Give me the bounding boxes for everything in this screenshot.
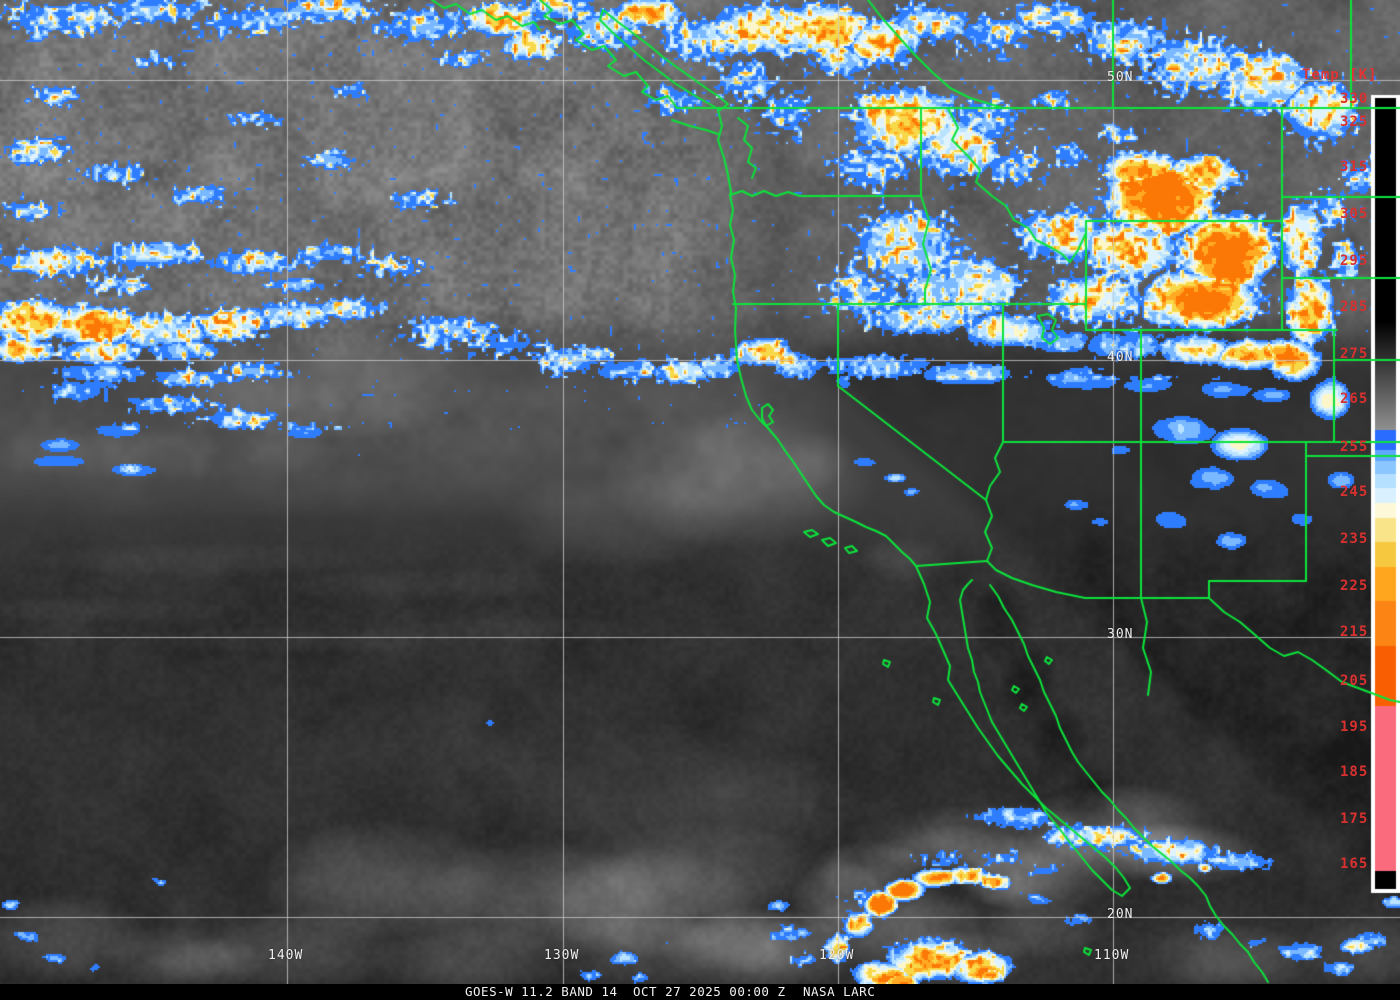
lon-label-110W: 110W (1094, 948, 1130, 963)
temp-tick-235: 235 (1340, 531, 1369, 547)
temp-tick-330: 330 (1340, 91, 1369, 107)
temp-tick-205: 205 (1340, 673, 1369, 689)
temp-tick-215: 215 (1340, 624, 1369, 640)
colorbar-title: Temp [K] (1302, 67, 1378, 83)
temp-tick-185: 185 (1340, 764, 1369, 780)
temp-tick-275: 275 (1340, 346, 1369, 362)
temp-tick-305: 305 (1340, 206, 1369, 222)
lon-label-140W: 140W (268, 948, 304, 963)
temp-tick-165: 165 (1340, 856, 1369, 872)
caption-bar: GOES-W 11.2 BAND 14 OCT 27 2025 00:00 Z … (0, 984, 1400, 1000)
temp-tick-245: 245 (1340, 484, 1369, 500)
caption-product: GOES-W 11.2 BAND 14 (465, 984, 618, 999)
lon-label-120W: 120W (819, 948, 855, 963)
temp-tick-255: 255 (1340, 439, 1369, 455)
lat-label-50N: 50N (1107, 70, 1134, 85)
temp-tick-195: 195 (1340, 719, 1369, 735)
temp-tick-175: 175 (1340, 811, 1369, 827)
temp-tick-315: 315 (1340, 159, 1369, 175)
caption-datetime: OCT 27 2025 00:00 Z (633, 984, 786, 999)
temp-tick-285: 285 (1340, 299, 1369, 315)
temp-tick-325: 325 (1340, 114, 1369, 130)
lon-label-130W: 130W (544, 948, 580, 963)
temp-tick-265: 265 (1340, 391, 1369, 407)
lat-label-40N: 40N (1107, 350, 1134, 365)
temp-tick-225: 225 (1340, 578, 1369, 594)
lat-label-20N: 20N (1107, 907, 1134, 922)
caption-credit: NASA LARC (803, 984, 876, 999)
lat-label-30N: 30N (1107, 627, 1134, 642)
temp-tick-295: 295 (1340, 253, 1369, 269)
